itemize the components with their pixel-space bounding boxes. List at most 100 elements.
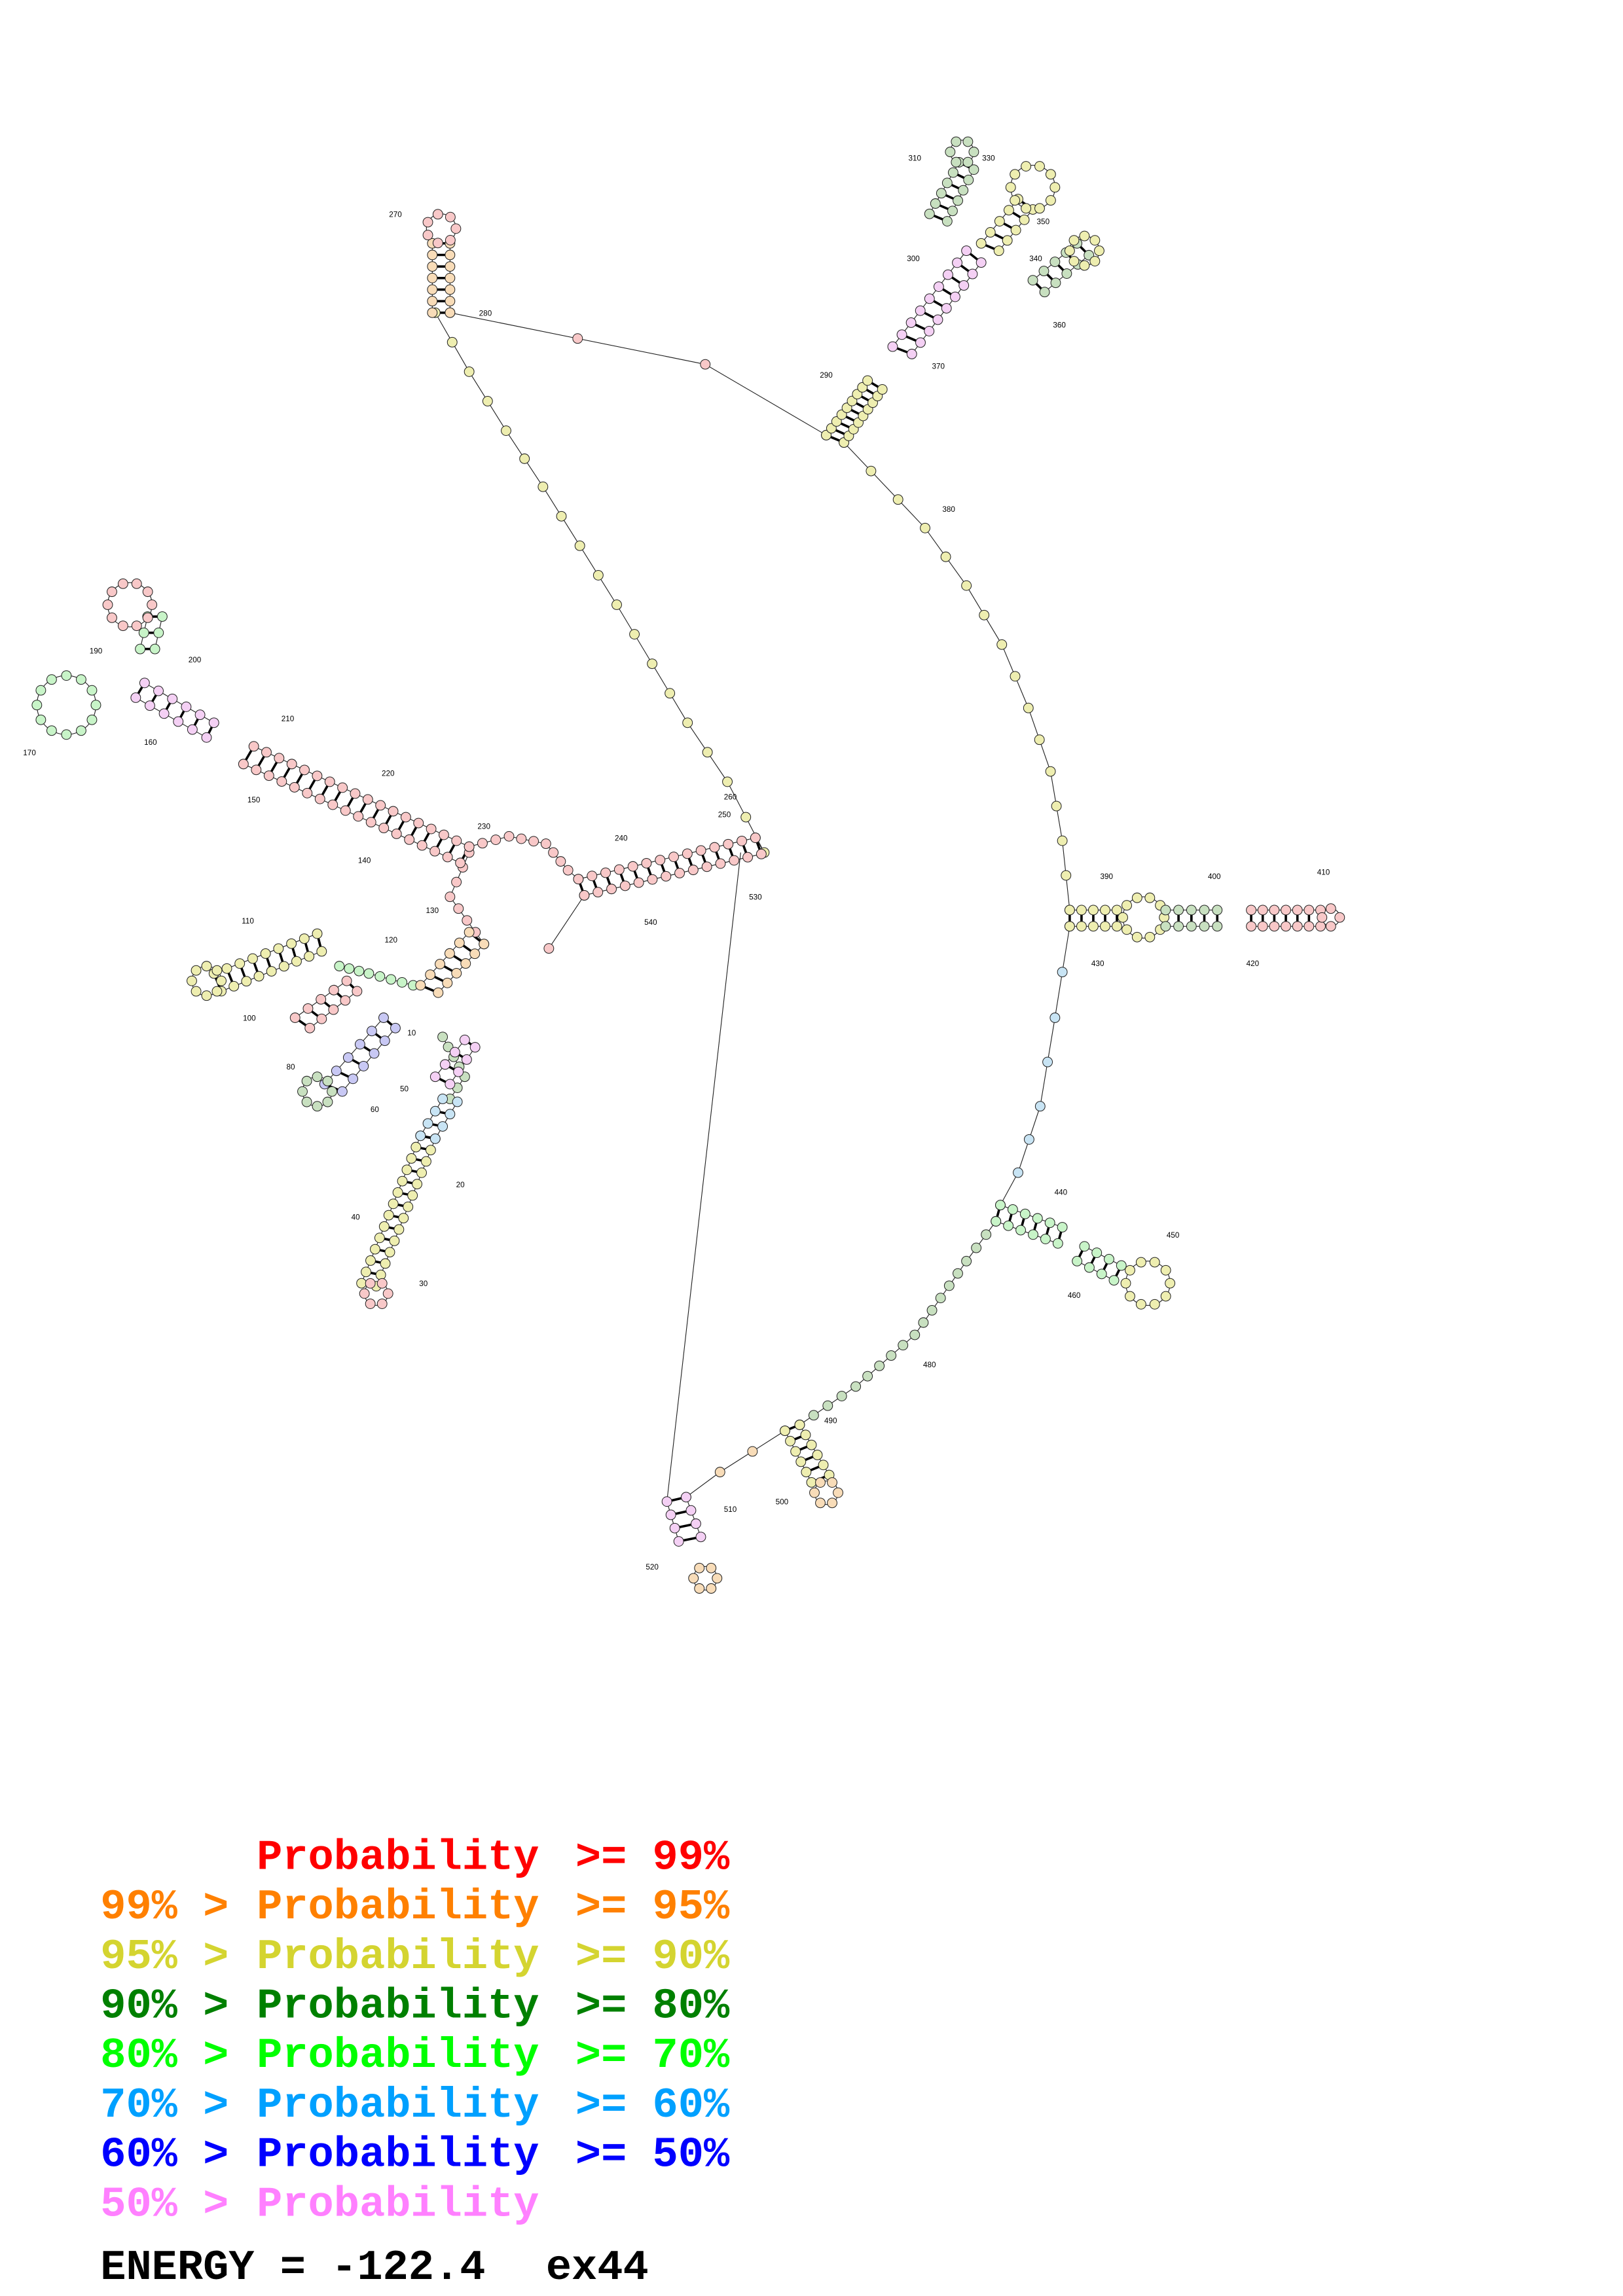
nucleotide — [706, 1583, 717, 1594]
nucleotide — [422, 1118, 433, 1129]
backbone — [435, 312, 765, 853]
nucleotide — [366, 1026, 377, 1037]
nucleotide — [1038, 266, 1049, 277]
nucleotide — [827, 1498, 837, 1509]
nucleotide — [425, 969, 436, 980]
nucleotide — [694, 1583, 705, 1594]
legend-prefix: 95% > — [100, 1933, 228, 1981]
nucleotide — [1160, 921, 1171, 932]
nucleotide — [809, 1487, 820, 1498]
nucleotide — [540, 838, 551, 850]
position-label: 460 — [1068, 1291, 1081, 1300]
nucleotide — [712, 1573, 723, 1584]
nucleotide — [1072, 1255, 1083, 1266]
nucleotide — [107, 586, 117, 598]
nucleotide — [1094, 245, 1104, 257]
nucleotide — [898, 1340, 909, 1351]
nucleotide — [905, 317, 917, 328]
nucleotide — [425, 1145, 436, 1156]
nucleotide — [130, 692, 141, 703]
nucleotide — [971, 1242, 982, 1253]
nucleotide — [477, 838, 488, 849]
nucleotide — [464, 927, 475, 938]
nucleotide — [238, 759, 249, 770]
nucleotide — [953, 1268, 963, 1279]
nucleotide — [435, 959, 445, 969]
nucleotide — [1088, 921, 1099, 932]
nucleotide — [1068, 256, 1080, 266]
nucleotide — [962, 136, 974, 147]
nucleotide — [135, 643, 146, 655]
nucleotide — [156, 611, 168, 622]
position-label: 420 — [1247, 960, 1260, 968]
nucleotide — [445, 1079, 456, 1090]
nucleotide — [131, 578, 142, 589]
nucleotide — [1257, 921, 1268, 932]
nucleotide — [1257, 905, 1268, 916]
nucleotide — [1076, 921, 1087, 932]
legend-label: Probability — [257, 2180, 539, 2229]
nucleotide — [702, 747, 713, 758]
nucleotide — [822, 1400, 833, 1411]
nucleotide — [378, 1013, 389, 1023]
nucleotide — [779, 1426, 790, 1436]
nucleotide — [1186, 921, 1197, 932]
position-label: 350 — [1037, 218, 1050, 226]
nucleotide — [452, 1096, 463, 1107]
nucleotide — [86, 685, 98, 696]
position-label: 200 — [189, 656, 202, 664]
nucleotide — [316, 946, 327, 957]
nucleotide — [384, 1247, 395, 1258]
nucleotide — [794, 1420, 805, 1430]
nucleotide — [991, 1216, 1002, 1227]
nucleotide — [619, 880, 630, 891]
nucleotide — [469, 1042, 481, 1053]
nucleotide — [688, 1573, 699, 1584]
structure-drawing — [31, 136, 1345, 1594]
legend-label: Probability — [257, 1883, 539, 1931]
nucleotide — [439, 1059, 450, 1070]
nucleotide — [334, 961, 345, 972]
nucleotide — [1061, 870, 1072, 881]
legend-label: Probability — [257, 1982, 539, 2031]
nucleotide — [1050, 278, 1061, 289]
nucleotide — [1049, 182, 1061, 193]
nucleotide — [322, 1096, 333, 1107]
nucleotide — [427, 261, 438, 272]
nucleotide — [1019, 214, 1030, 225]
position-label: 430 — [1091, 960, 1104, 968]
position-label: 370 — [932, 362, 945, 370]
nucleotide — [449, 1047, 460, 1058]
nucleotide — [1246, 921, 1257, 932]
nucleotide — [356, 1278, 367, 1289]
nucleotide — [862, 1371, 873, 1382]
nucleotide — [380, 1258, 391, 1269]
nucleotide — [445, 296, 456, 307]
position-label: 530 — [749, 893, 762, 902]
nucleotide — [386, 974, 397, 985]
nucleotide — [1042, 1056, 1053, 1067]
nucleotide — [139, 677, 150, 689]
position-label: 250 — [718, 811, 731, 819]
nucleotide — [1021, 203, 1032, 214]
nucleotide — [1049, 257, 1061, 267]
position-label: 150 — [247, 796, 261, 804]
nucleotide — [655, 855, 666, 865]
nucleotide — [437, 1031, 448, 1043]
nucleotide — [429, 1133, 441, 1144]
nucleotide — [968, 147, 979, 158]
nucleotide — [1007, 1204, 1018, 1215]
nucleotide — [945, 147, 956, 158]
nucleotide — [627, 861, 638, 872]
nucleotide — [412, 1179, 423, 1190]
nucleotide — [1149, 1299, 1160, 1310]
nucleotide — [397, 977, 408, 988]
nucleotide — [1089, 256, 1101, 266]
nucleotide — [216, 975, 227, 986]
nucleotide — [451, 876, 462, 888]
nucleotide — [661, 1496, 672, 1507]
nucleotide — [469, 948, 481, 960]
nucleotide — [723, 838, 734, 850]
nucleotide — [593, 569, 604, 581]
nucleotide — [422, 230, 433, 241]
